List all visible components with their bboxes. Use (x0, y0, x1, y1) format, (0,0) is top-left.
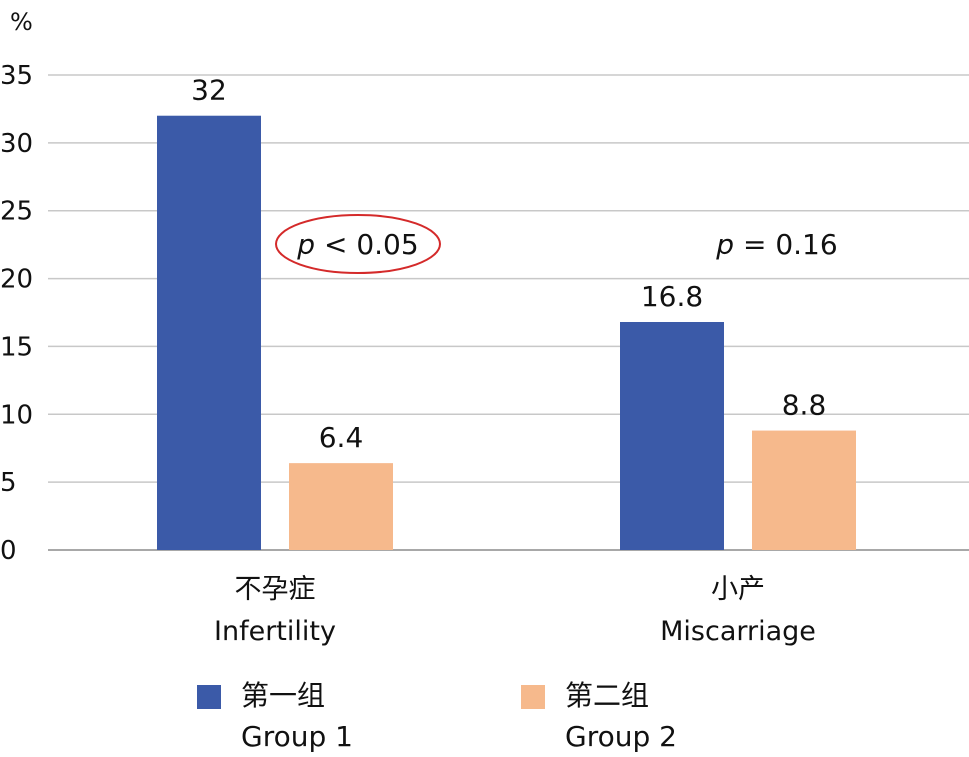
y-tick-label: 25 (0, 197, 33, 227)
y-tick-label: 30 (0, 129, 33, 159)
bars (157, 115, 856, 550)
p-value-annotation: p = 0.16 (715, 228, 837, 261)
bar-group-2 (752, 430, 856, 550)
p-value-annotation: p < 0.05 (296, 228, 418, 261)
y-axis-unit: % (10, 8, 33, 36)
legend-swatch (197, 685, 221, 709)
y-tick-label: 5 (0, 468, 17, 498)
y-tick-label: 10 (0, 400, 33, 430)
y-tick-label: 0 (0, 536, 17, 566)
bar-group-1 (620, 322, 724, 550)
legend-label-en: Group 1 (241, 720, 353, 753)
annotations: p < 0.05 p = 0.16 (275, 214, 838, 274)
category-label-en: Infertility (214, 616, 336, 647)
data-label: 32 (191, 74, 227, 107)
y-tick-label: 15 (0, 332, 33, 362)
legend-label-zh: 第一组 (241, 679, 325, 712)
legend-swatch (521, 685, 545, 709)
data-label: 16.8 (641, 280, 703, 313)
legend: 第一组 Group 1 第二组 Group 2 (197, 679, 677, 753)
significance-circle (275, 214, 441, 274)
category-label-en: Miscarriage (660, 616, 816, 647)
y-tick-label: 20 (0, 265, 33, 295)
category-label-zh: 小产 (711, 574, 765, 605)
legend-label-zh: 第二组 (565, 679, 649, 712)
data-label: 8.8 (782, 389, 827, 422)
legend-label-en: Group 2 (565, 720, 677, 753)
bar-group-1 (157, 115, 261, 550)
data-label: 6.4 (319, 421, 364, 454)
data-labels: 32 16.8 6.4 8.8 (191, 74, 826, 454)
bar-group-2 (289, 463, 393, 550)
category-labels: 不孕症 Infertility 小产 Miscarriage (214, 574, 816, 647)
y-tick-label: 35 (0, 61, 33, 91)
category-label-zh: 不孕症 (235, 574, 316, 605)
